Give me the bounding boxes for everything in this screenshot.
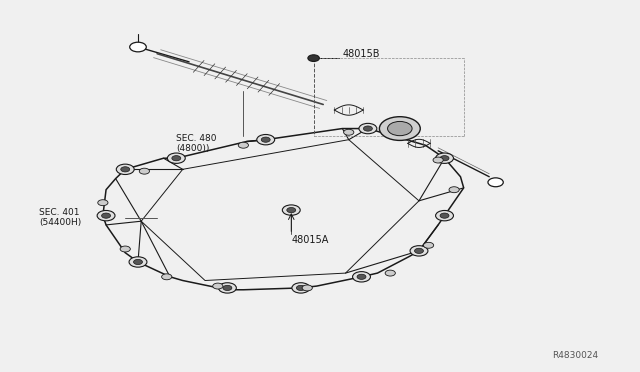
Circle shape (130, 42, 147, 52)
Circle shape (212, 283, 223, 289)
Circle shape (424, 242, 434, 248)
Circle shape (172, 155, 180, 161)
Circle shape (162, 274, 172, 280)
Circle shape (440, 213, 449, 218)
Circle shape (449, 187, 460, 193)
Circle shape (218, 283, 236, 293)
Circle shape (410, 246, 428, 256)
Circle shape (140, 168, 150, 174)
Circle shape (129, 257, 147, 267)
Circle shape (121, 167, 130, 172)
Circle shape (359, 124, 377, 134)
Circle shape (488, 178, 503, 187)
Circle shape (257, 135, 275, 145)
Circle shape (223, 285, 232, 291)
Circle shape (364, 126, 372, 131)
Circle shape (282, 205, 300, 215)
Circle shape (98, 200, 108, 206)
Circle shape (120, 246, 131, 252)
Circle shape (134, 259, 143, 264)
Circle shape (292, 283, 310, 293)
Text: SEC. 480
(4800)): SEC. 480 (4800)) (176, 134, 217, 153)
Text: R4830024: R4830024 (552, 351, 598, 360)
Text: 48015B: 48015B (342, 49, 380, 60)
Circle shape (388, 121, 412, 136)
Circle shape (440, 155, 449, 161)
Text: SEC. 401
(54400H): SEC. 401 (54400H) (39, 208, 81, 227)
Circle shape (380, 117, 420, 140)
Circle shape (97, 211, 115, 221)
Circle shape (116, 164, 134, 174)
Circle shape (344, 129, 354, 135)
Circle shape (357, 274, 366, 279)
Circle shape (238, 142, 248, 148)
Circle shape (287, 208, 296, 213)
Circle shape (436, 211, 454, 221)
Circle shape (436, 153, 454, 163)
Circle shape (308, 55, 319, 61)
Circle shape (385, 270, 396, 276)
Circle shape (261, 137, 270, 142)
Text: 48015A: 48015A (291, 235, 328, 245)
Circle shape (433, 157, 444, 163)
Circle shape (102, 213, 111, 218)
Circle shape (302, 285, 312, 291)
Circle shape (415, 248, 424, 253)
Circle shape (353, 272, 371, 282)
Circle shape (296, 285, 305, 291)
Circle shape (168, 153, 185, 163)
